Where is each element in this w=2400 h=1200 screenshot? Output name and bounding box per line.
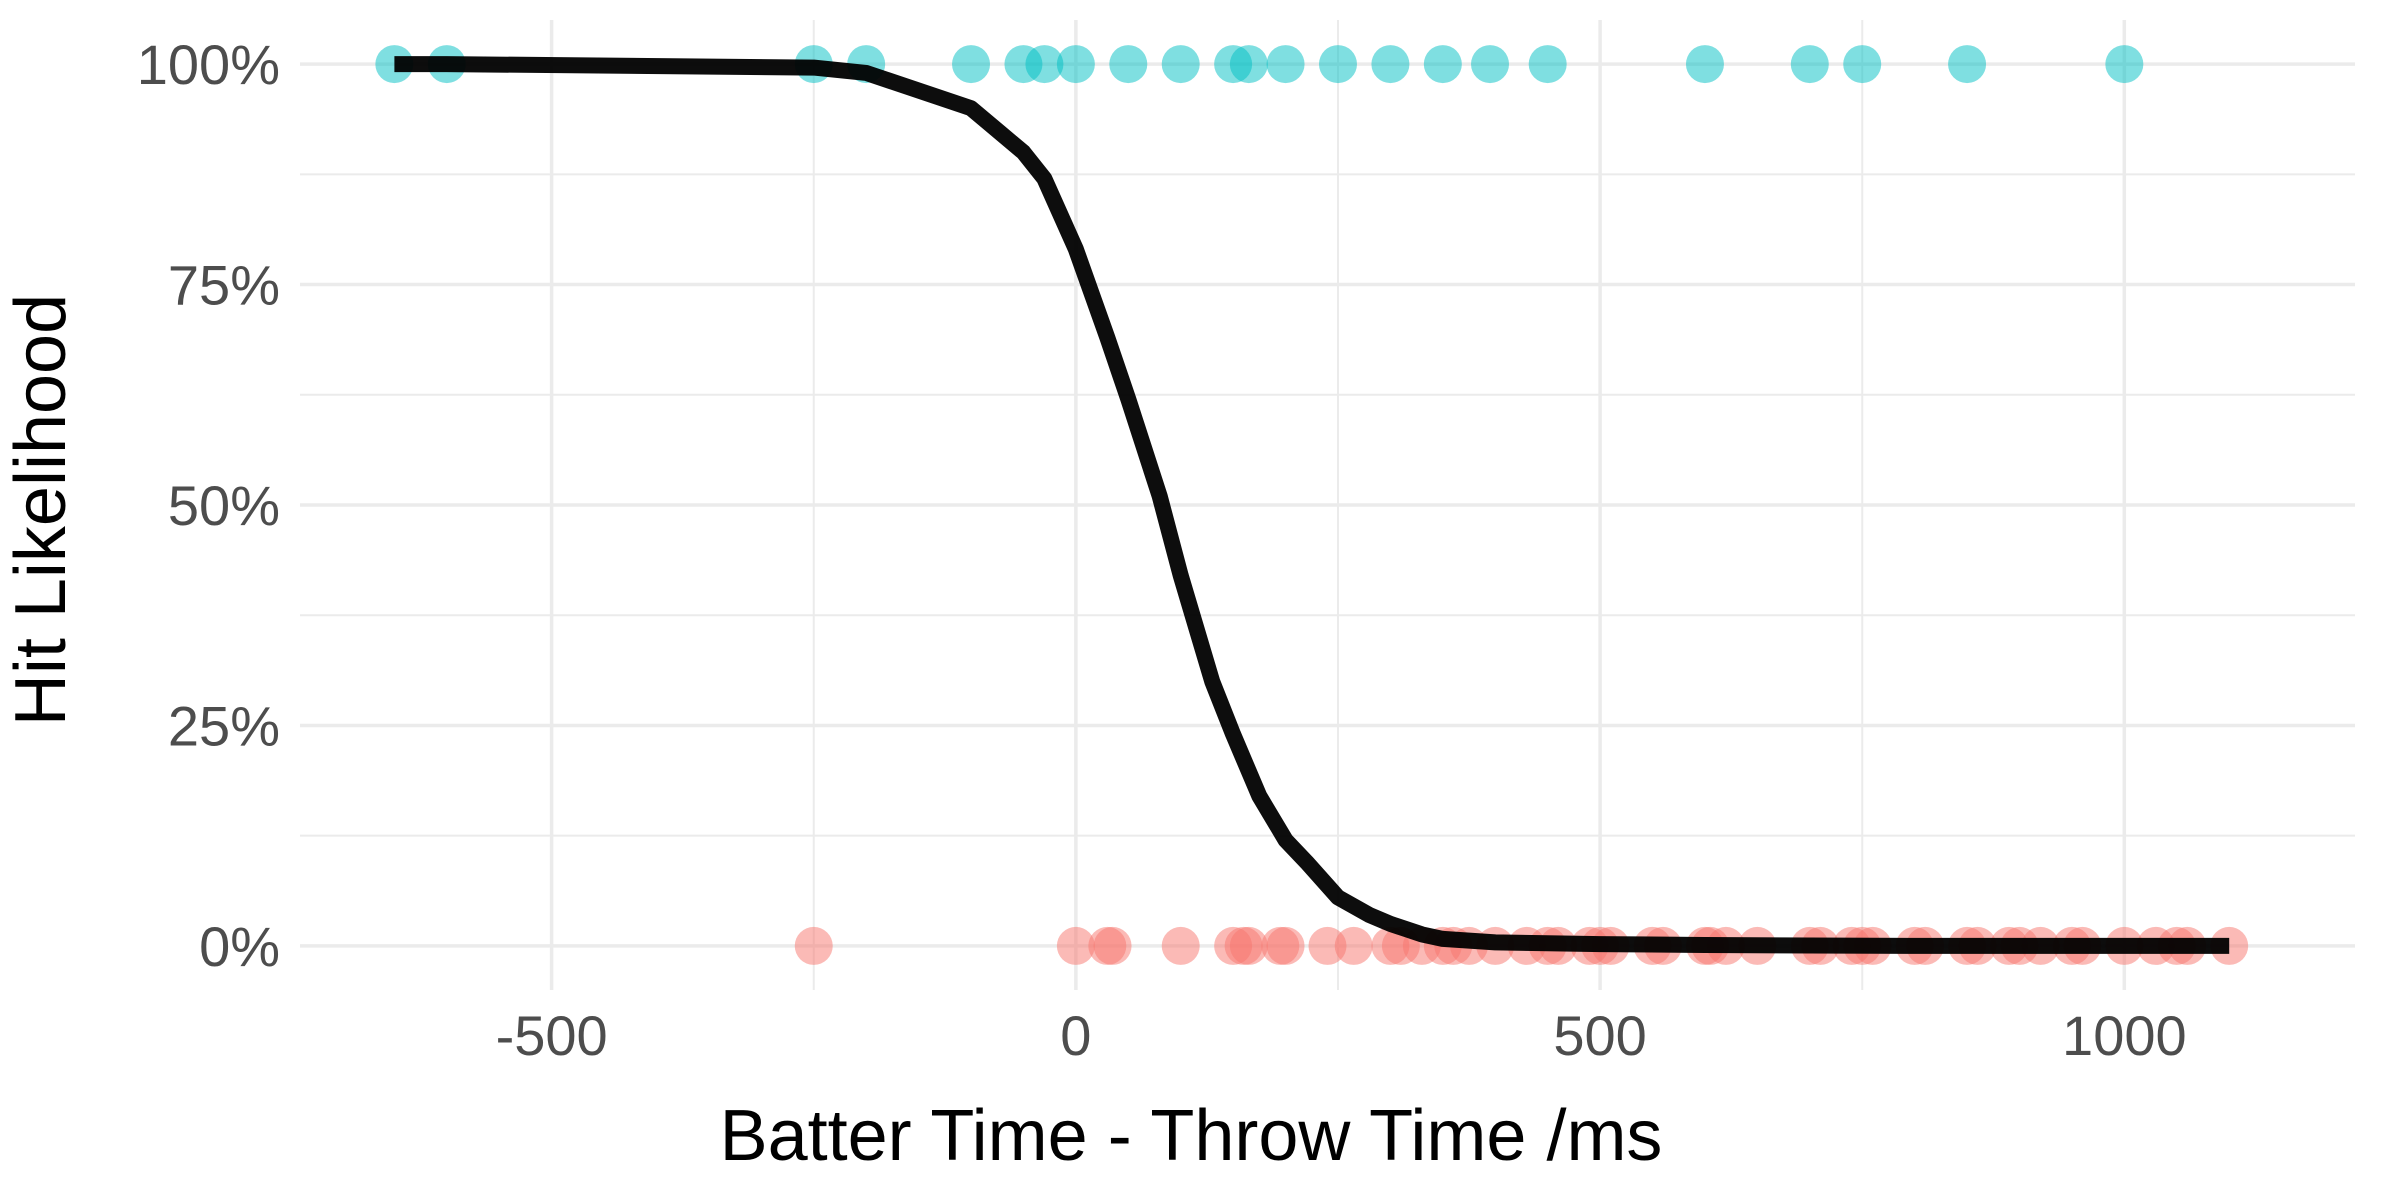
hit-point [1229,45,1268,84]
hit-point [1161,45,1200,84]
y-tick-label: 25% [168,694,280,757]
hit-point [1056,45,1095,84]
miss-point [1056,926,1095,965]
y-tick-label: 0% [199,915,280,978]
y-axis-title: Hit Likelihood [1,294,81,726]
hit-point [1843,45,1882,84]
y-tick-label: 75% [168,254,280,317]
x-tick-labels: -500 0 500 1000 [496,1004,2187,1067]
miss-point [1161,926,1200,965]
hit-point [1685,45,1724,84]
miss-point [1266,926,1305,965]
fitted-curve [394,56,2230,954]
hit-point [1528,45,1567,84]
hit-point [1318,45,1357,84]
miss-point [1334,926,1373,965]
hit-point [375,45,414,84]
hit-point [1025,45,1064,84]
grid-major [300,20,2355,990]
hit-point [1790,45,1829,84]
miss-point [1093,926,1132,965]
hit-point [952,45,991,84]
y-tick-labels: 0% 25% 50% 75% 100% [137,33,280,978]
hit-point [1109,45,1148,84]
x-tick-label: 0 [1060,1004,1091,1067]
hit-point [1423,45,1462,84]
x-tick-label: -500 [496,1004,608,1067]
hit-point [1471,45,1510,84]
hit-point [1948,45,1987,84]
miss-point [1229,926,1268,965]
miss-point [794,926,833,965]
hit-point [1371,45,1410,84]
curve-layer [394,56,2230,954]
grid-minor [300,20,2355,990]
x-tick-label: 500 [1553,1004,1646,1067]
y-tick-label: 100% [137,33,280,96]
hit-point [2105,45,2144,84]
hit-point [1266,45,1305,84]
x-tick-label: 1000 [2062,1004,2187,1067]
miss-point [1308,926,1347,965]
points-hit [375,45,2144,84]
x-axis-title: Batter Time - Throw Time /ms [720,1096,1663,1176]
y-tick-label: 50% [168,474,280,537]
